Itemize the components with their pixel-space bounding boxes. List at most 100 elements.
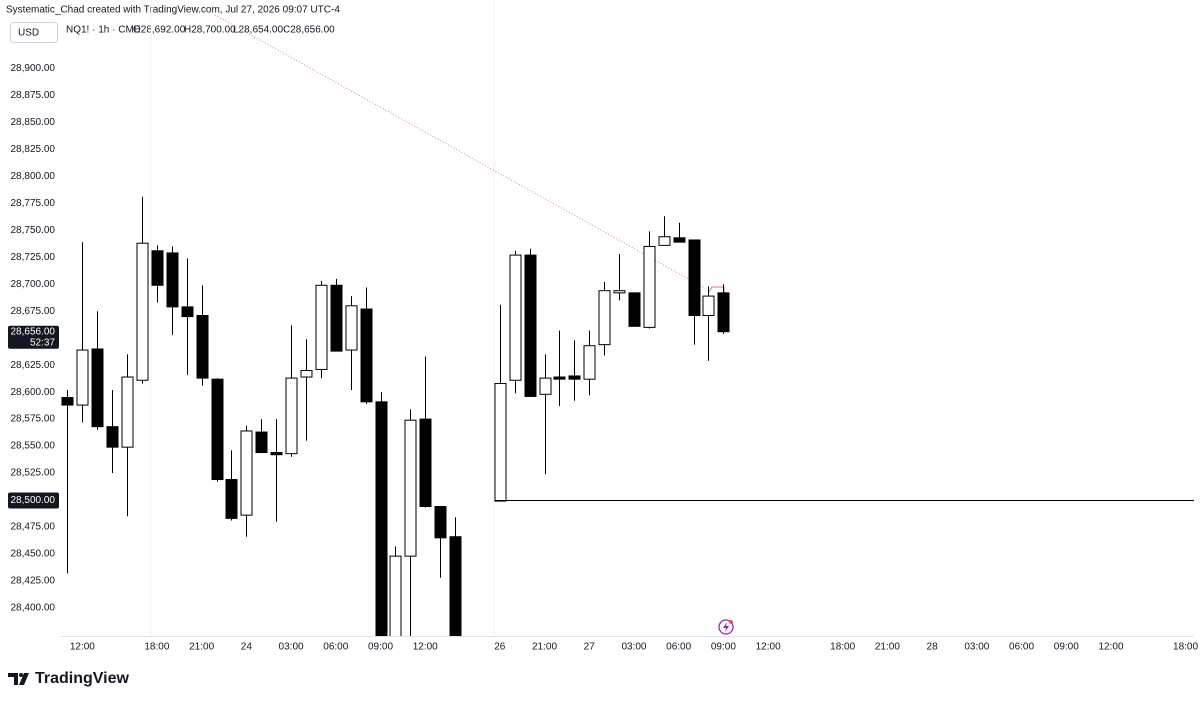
candle-body [315, 284, 328, 370]
y-tick-label: 28,600.00 [11, 387, 56, 398]
candle-body [539, 377, 552, 395]
candle-body [270, 452, 283, 456]
candle-body [181, 306, 194, 318]
y-tick-label: 28,475.00 [11, 522, 56, 533]
y-tick-label: 28,425.00 [11, 576, 56, 587]
x-tick-label: 21:00 [532, 642, 557, 653]
candle-body [389, 555, 402, 636]
candle-body [121, 376, 134, 448]
candle-body [300, 370, 313, 378]
y-tick-label: 28,850.00 [11, 117, 56, 128]
candle-body [196, 315, 209, 379]
candle-body [345, 305, 358, 351]
x-tick-label: 12:00 [1098, 642, 1123, 653]
icon-circle [718, 619, 734, 635]
y-tick-label: 28,550.00 [11, 441, 56, 452]
x-tick-label: 03:00 [279, 642, 304, 653]
x-tick-label: 03:00 [964, 642, 989, 653]
y-tick-label: 28,700.00 [11, 279, 56, 290]
candle-body [225, 479, 238, 519]
candles [61, 196, 730, 636]
x-tick-label: 21:00 [189, 642, 214, 653]
x-tick-label: 03:00 [621, 642, 646, 653]
x-tick-label: 18:00 [144, 642, 169, 653]
candle-body [673, 237, 686, 243]
currency[interactable]: USD [18, 28, 39, 39]
x-tick-label: 09:00 [368, 642, 393, 653]
candle-body [240, 430, 253, 516]
currency-box[interactable] [10, 22, 58, 43]
x-tick-label: 12:00 [413, 642, 438, 653]
candle-body [568, 375, 581, 380]
candle-body [717, 292, 730, 333]
y-tick-label: 28,800.00 [11, 171, 56, 182]
candle-body [330, 284, 343, 352]
candle-body [211, 378, 224, 481]
candle-body [151, 250, 164, 286]
x-tick-label: 21:00 [875, 642, 900, 653]
candle-body [375, 401, 388, 636]
price-line-label-box [8, 492, 59, 509]
x-tick-label: 26 [494, 642, 506, 653]
x-tick-label: 24 [241, 642, 253, 653]
candle-body [255, 431, 268, 454]
candle-body [360, 308, 373, 403]
candle-body [643, 245, 656, 328]
logo[interactable]: TradingView [8, 670, 130, 687]
y-tick-label: 28,875.00 [11, 90, 56, 101]
candle-body [658, 236, 671, 246]
x-tick-label: 09:00 [1054, 642, 1079, 653]
ohlc-close: C28,656.00 [283, 25, 335, 36]
logo-dot [19, 673, 23, 677]
y-tick-label: 28,400.00 [11, 603, 56, 614]
x-tick-label: 09:00 [711, 642, 736, 653]
candle-body [553, 376, 566, 380]
candle-body [613, 290, 626, 294]
credit: Systematic_Chad created with TradingView… [6, 5, 340, 16]
y-tick-label: 28,775.00 [11, 198, 56, 209]
candle-body [598, 290, 611, 346]
candle-body [688, 239, 701, 317]
x-tick-label: 12:00 [756, 642, 781, 653]
candle-body [628, 292, 641, 327]
brand: TradingView [35, 670, 130, 687]
ohlc-high: H28,700.00 [184, 25, 236, 36]
y-tick-label: 28,900.00 [11, 63, 56, 74]
candle-body [509, 254, 522, 381]
candle-body [166, 252, 179, 308]
ohlc-low: L28,654.00 [233, 25, 283, 36]
logo-mark [8, 673, 29, 685]
candle-body [136, 242, 149, 381]
x-tick-label: 12:00 [70, 642, 95, 653]
candle-body [449, 536, 462, 636]
y-tick-label: 28,450.00 [11, 549, 56, 560]
last-price-label: 28,656.00 [11, 326, 56, 337]
ohlc-open: O28,692.00 [133, 25, 186, 36]
lightning-icon[interactable] [718, 619, 734, 635]
candle-body [285, 377, 298, 455]
candle-body [106, 426, 119, 448]
price-line-label: 28,500.00 [11, 495, 56, 506]
y-tick-label: 28,625.00 [11, 360, 56, 371]
candle-body [494, 382, 507, 502]
candle-body [702, 295, 715, 317]
y-tick-label: 28,825.00 [11, 144, 56, 155]
x-tick-label: 06:00 [666, 642, 691, 653]
icon-bolt [723, 622, 729, 632]
candle-body [524, 254, 537, 397]
candle-body [404, 419, 417, 557]
candle-body [91, 348, 104, 428]
x-tick-label: 18:00 [830, 642, 855, 653]
trend-line[interactable] [214, 14, 706, 289]
y-tick-label: 28,750.00 [11, 225, 56, 236]
x-tick-label: 27 [584, 642, 596, 653]
candle-body [61, 397, 74, 406]
last-price-box [8, 325, 59, 349]
symbol: NQ1! · 1h · CME [66, 25, 141, 36]
candle-body [419, 418, 432, 508]
y-tick-label: 28,525.00 [11, 468, 56, 479]
x-tick-label: 06:00 [1009, 642, 1034, 653]
